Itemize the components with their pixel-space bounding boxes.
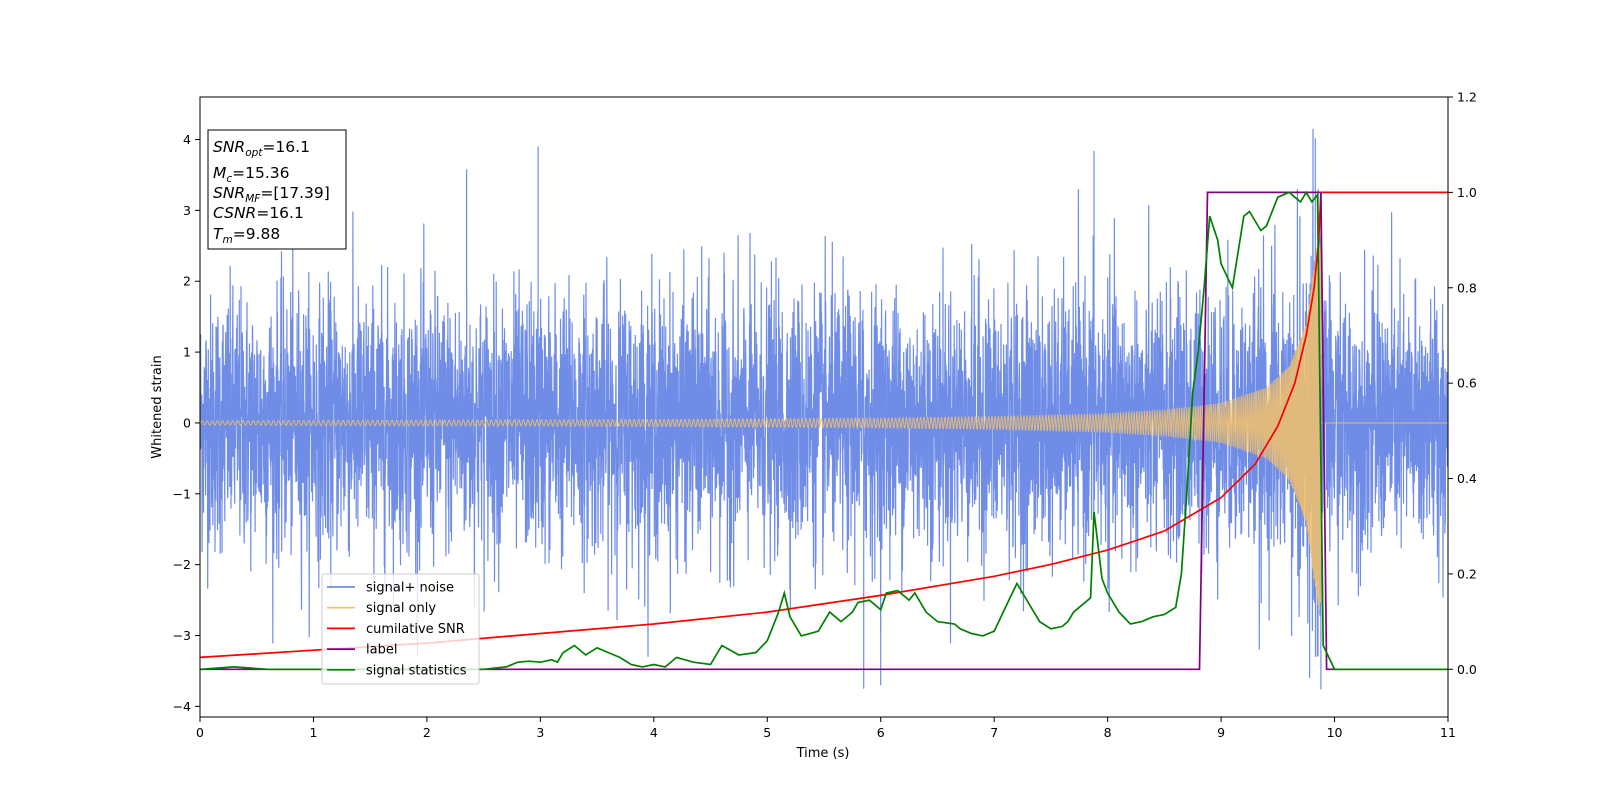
legend-label: signal+ noise — [366, 581, 454, 596]
legend: signal+ noise signal only cumilative SNR la… — [321, 573, 480, 685]
legend-label: signal only — [366, 601, 436, 616]
x-tick-label: 7 — [990, 725, 998, 740]
annotation-snr-mf: SNRMF=[17.39] — [213, 184, 330, 205]
y-tick-label: 2 — [183, 274, 191, 289]
x-tick-label: 3 — [536, 725, 544, 740]
y-tick-label: 1 — [183, 345, 191, 360]
y-tick-label: −2 — [173, 557, 191, 572]
x-tick-label: 8 — [1104, 725, 1112, 740]
x-tick-label: 2 — [423, 725, 431, 740]
y2-tick-label: 1.0 — [1457, 185, 1477, 200]
legend-item: signal statistics — [327, 663, 467, 678]
annotation-snr-opt: SNRopt=16.1 — [213, 138, 310, 159]
legend-item: label — [327, 643, 397, 658]
legend-label: signal statistics — [366, 663, 467, 678]
annotation-csnr: CSNR=16.1 — [213, 204, 304, 222]
x-tick-label: 5 — [763, 725, 771, 740]
x-axis-label: Time (s) — [796, 746, 850, 761]
x-tick-label: 11 — [1440, 725, 1456, 740]
y2-tick-label: 0.0 — [1457, 662, 1477, 677]
y-axis-label: Whitened strain — [150, 355, 165, 458]
legend-label: label — [366, 643, 397, 658]
annotation-mc: Mc=15.36 — [213, 164, 290, 185]
y2-tick-label: 0.8 — [1457, 280, 1477, 295]
x-tick-label: 10 — [1327, 725, 1343, 740]
annotation-tm: Tm=9.88 — [213, 225, 280, 246]
series-cumulative-snr — [200, 191, 1448, 659]
y-tick-label: −1 — [173, 486, 191, 501]
legend-item: signal only — [327, 601, 436, 616]
x-tick-label: 0 — [196, 725, 204, 740]
y-tick-label: 3 — [183, 203, 191, 218]
y-tick-label: −3 — [173, 628, 191, 643]
y2-axis-ticks: 1.2 1.0 0.8 0.6 0.4 0.2 0.0 — [1448, 90, 1477, 677]
x-tick-label: 9 — [1217, 725, 1225, 740]
legend-item: signal+ noise — [327, 581, 454, 596]
y-tick-label: −4 — [173, 699, 191, 714]
annotation-box: SNRopt=16.1 Mc=15.36 SNRMF=[17.39] CSNR=… — [207, 129, 347, 250]
y2-tick-label: 0.6 — [1457, 376, 1477, 391]
y-axis-ticks: 4 3 2 1 0 −1 −2 −3 −4 — [173, 132, 200, 714]
y-tick-label: 0 — [183, 415, 191, 430]
x-axis-ticks: 0 1 2 3 4 5 6 7 8 9 10 11 — [196, 717, 1456, 740]
y2-tick-label: 1.2 — [1457, 90, 1477, 105]
y-tick-label: 4 — [183, 132, 191, 147]
series-signal-only — [200, 237, 1448, 611]
y2-tick-label: 0.4 — [1457, 471, 1477, 486]
legend-label: cumilative SNR — [366, 622, 465, 637]
y2-tick-label: 0.2 — [1457, 566, 1477, 581]
x-tick-label: 4 — [650, 725, 658, 740]
legend-item: cumilative SNR — [327, 622, 465, 637]
x-tick-label: 6 — [877, 725, 885, 740]
plot-frame — [199, 96, 1449, 718]
x-tick-label: 1 — [309, 725, 317, 740]
series-signal-statistics — [200, 190, 1448, 671]
